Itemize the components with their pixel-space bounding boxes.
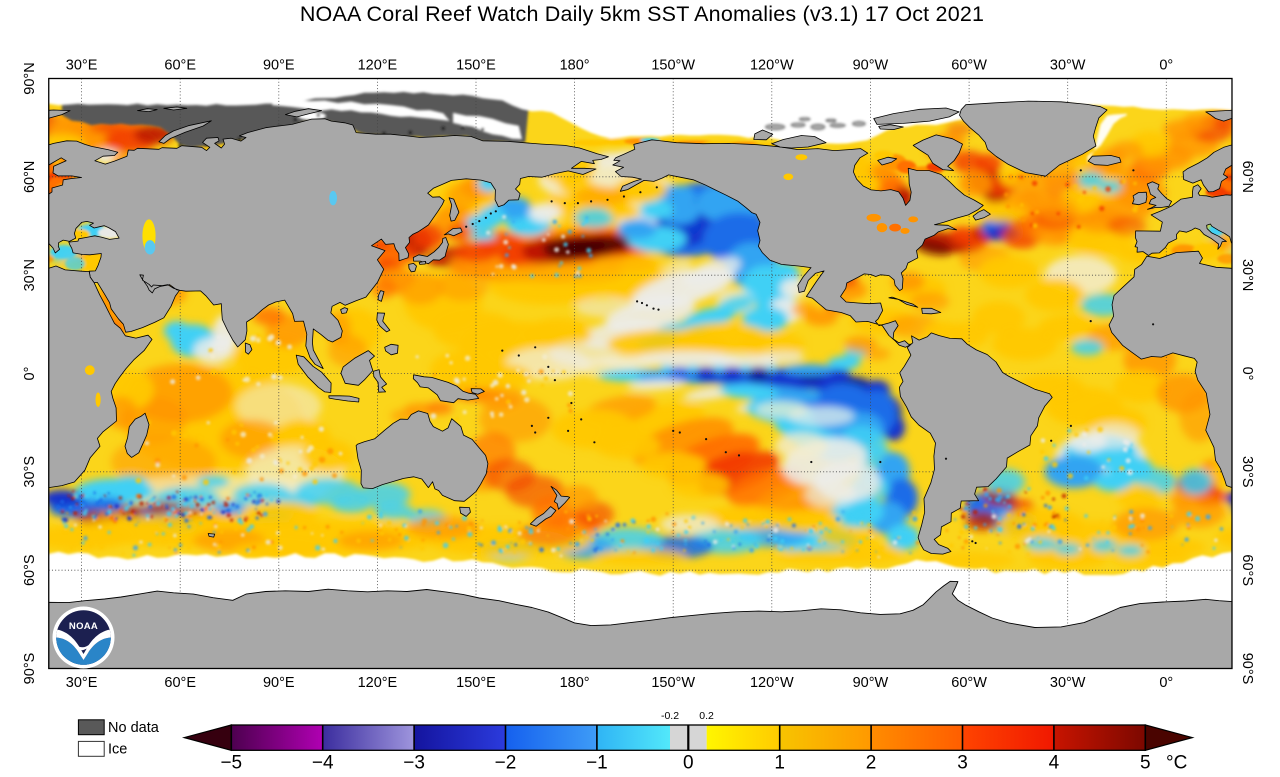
svg-text:−1: −1 [586,753,608,774]
svg-text:0°: 0° [1239,367,1255,381]
svg-text:30°N: 30°N [1239,259,1255,291]
svg-text:120°W: 120°W [750,58,794,74]
svg-text:90°S: 90°S [1239,653,1255,685]
svg-text:60°S: 60°S [22,554,38,586]
svg-text:90°W: 90°W [853,675,889,691]
svg-text:4: 4 [1049,753,1060,774]
svg-text:0: 0 [683,753,694,774]
svg-text:5: 5 [1140,753,1151,774]
svg-text:30°S: 30°S [22,456,38,488]
svg-text:0°: 0° [1159,58,1173,74]
svg-text:90°E: 90°E [263,675,295,691]
svg-text:NOAA Coral Reef Watch Daily 5k: NOAA Coral Reef Watch Daily 5km SST Anom… [300,2,984,26]
svg-text:Ice: Ice [108,742,127,758]
svg-text:0.2: 0.2 [699,710,714,722]
svg-text:150°E: 150°E [456,58,496,74]
svg-text:180°: 180° [560,675,590,691]
svg-text:90°E: 90°E [263,58,295,74]
svg-text:No data: No data [108,720,160,736]
svg-text:90°W: 90°W [853,58,889,74]
svg-text:60°N: 60°N [1239,161,1255,193]
svg-text:120°E: 120°E [358,675,398,691]
svg-text:−2: −2 [495,753,517,774]
svg-text:60°E: 60°E [164,675,196,691]
svg-text:30°E: 30°E [66,675,98,691]
svg-text:60°N: 60°N [22,161,38,193]
svg-text:2: 2 [866,753,877,774]
svg-text:150°E: 150°E [456,675,496,691]
svg-text:60°S: 60°S [1239,554,1255,586]
svg-text:90°N: 90°N [22,62,38,94]
svg-text:60°W: 60°W [951,58,987,74]
svg-text:NOAA: NOAA [69,621,98,632]
svg-text:-0.2: -0.2 [661,710,679,722]
svg-text:120°W: 120°W [750,675,794,691]
svg-text:−3: −3 [403,753,425,774]
svg-text:0°: 0° [1159,675,1173,691]
svg-text:1: 1 [774,753,785,774]
svg-text:−4: −4 [312,753,334,774]
svg-text:°C: °C [1166,753,1187,774]
svg-text:30°W: 30°W [1050,675,1086,691]
svg-text:150°W: 150°W [651,675,695,691]
svg-text:−5: −5 [220,753,242,774]
svg-text:30°W: 30°W [1050,58,1086,74]
svg-text:180°: 180° [560,58,590,74]
svg-text:30°S: 30°S [1239,456,1255,488]
svg-text:120°E: 120°E [358,58,398,74]
svg-text:60°W: 60°W [951,675,987,691]
svg-text:30°E: 30°E [66,58,98,74]
svg-text:60°E: 60°E [164,58,196,74]
svg-text:3: 3 [957,753,968,774]
svg-text:0°: 0° [22,367,38,381]
svg-text:90°S: 90°S [22,653,38,685]
svg-text:150°W: 150°W [651,58,695,74]
svg-text:30°N: 30°N [22,259,38,291]
